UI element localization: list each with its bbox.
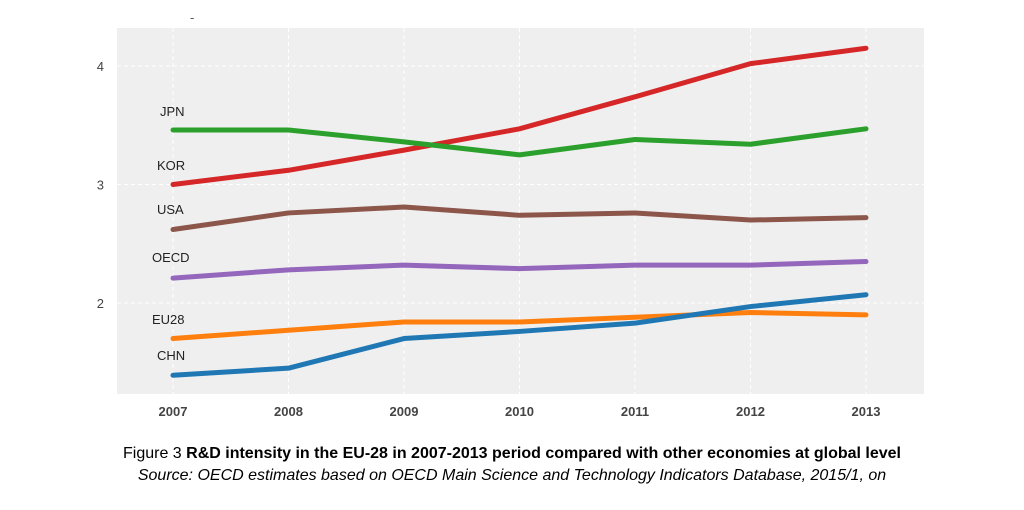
- series-label-kor: KOR: [157, 158, 185, 173]
- y-tick-label: 2: [97, 296, 104, 311]
- x-tick-label: 2011: [621, 404, 649, 419]
- series-line-oecd: [170, 259, 869, 281]
- series-label-usa: USA: [157, 202, 184, 217]
- y-tick-label: 3: [97, 178, 104, 193]
- x-tick-label: 2012: [736, 404, 765, 419]
- plot-background: [117, 28, 924, 394]
- series-label-eu28: EU28: [152, 312, 185, 327]
- line-chart: 2 3 4 2007 2008 2009 2010 2011 2012 2013 KOR JPN U…: [97, 10, 924, 419]
- x-tick-label: 2007: [159, 404, 188, 419]
- series-line-jpn: [170, 126, 869, 158]
- series-label-chn: CHN: [157, 348, 185, 363]
- stray-mark: -: [190, 10, 194, 25]
- caption-prefix: Figure 3: [123, 445, 187, 462]
- series-label-oecd: OECD: [152, 250, 190, 265]
- series-line-usa: [170, 204, 869, 233]
- series-labels: KOR JPN USA OECD EU28 CHN: [152, 104, 190, 363]
- series-label-jpn: JPN: [160, 104, 185, 119]
- series-line-kor: [170, 45, 869, 187]
- series-lines: [170, 45, 869, 378]
- series-line-chn: [170, 292, 869, 378]
- figure-caption: Figure 3 R&D intensity in the EU-28 in 2…: [0, 445, 1024, 463]
- x-axis-ticks: 2007 2008 2009 2010 2011 2012 2013: [159, 404, 881, 419]
- x-tick-label: 2010: [505, 404, 534, 419]
- x-tick-label: 2013: [852, 404, 881, 419]
- caption-source: Source: OECD estimates based on OECD Mai…: [137, 467, 887, 484]
- y-tick-label: 4: [97, 59, 104, 74]
- x-tick-label: 2009: [390, 404, 419, 419]
- caption-title: R&D intensity in the EU-28 in 2007-2013 …: [186, 445, 901, 462]
- y-axis-ticks: 2 3 4: [97, 59, 104, 311]
- x-tick-label: 2008: [274, 404, 303, 419]
- series-line-eu28: [170, 309, 869, 342]
